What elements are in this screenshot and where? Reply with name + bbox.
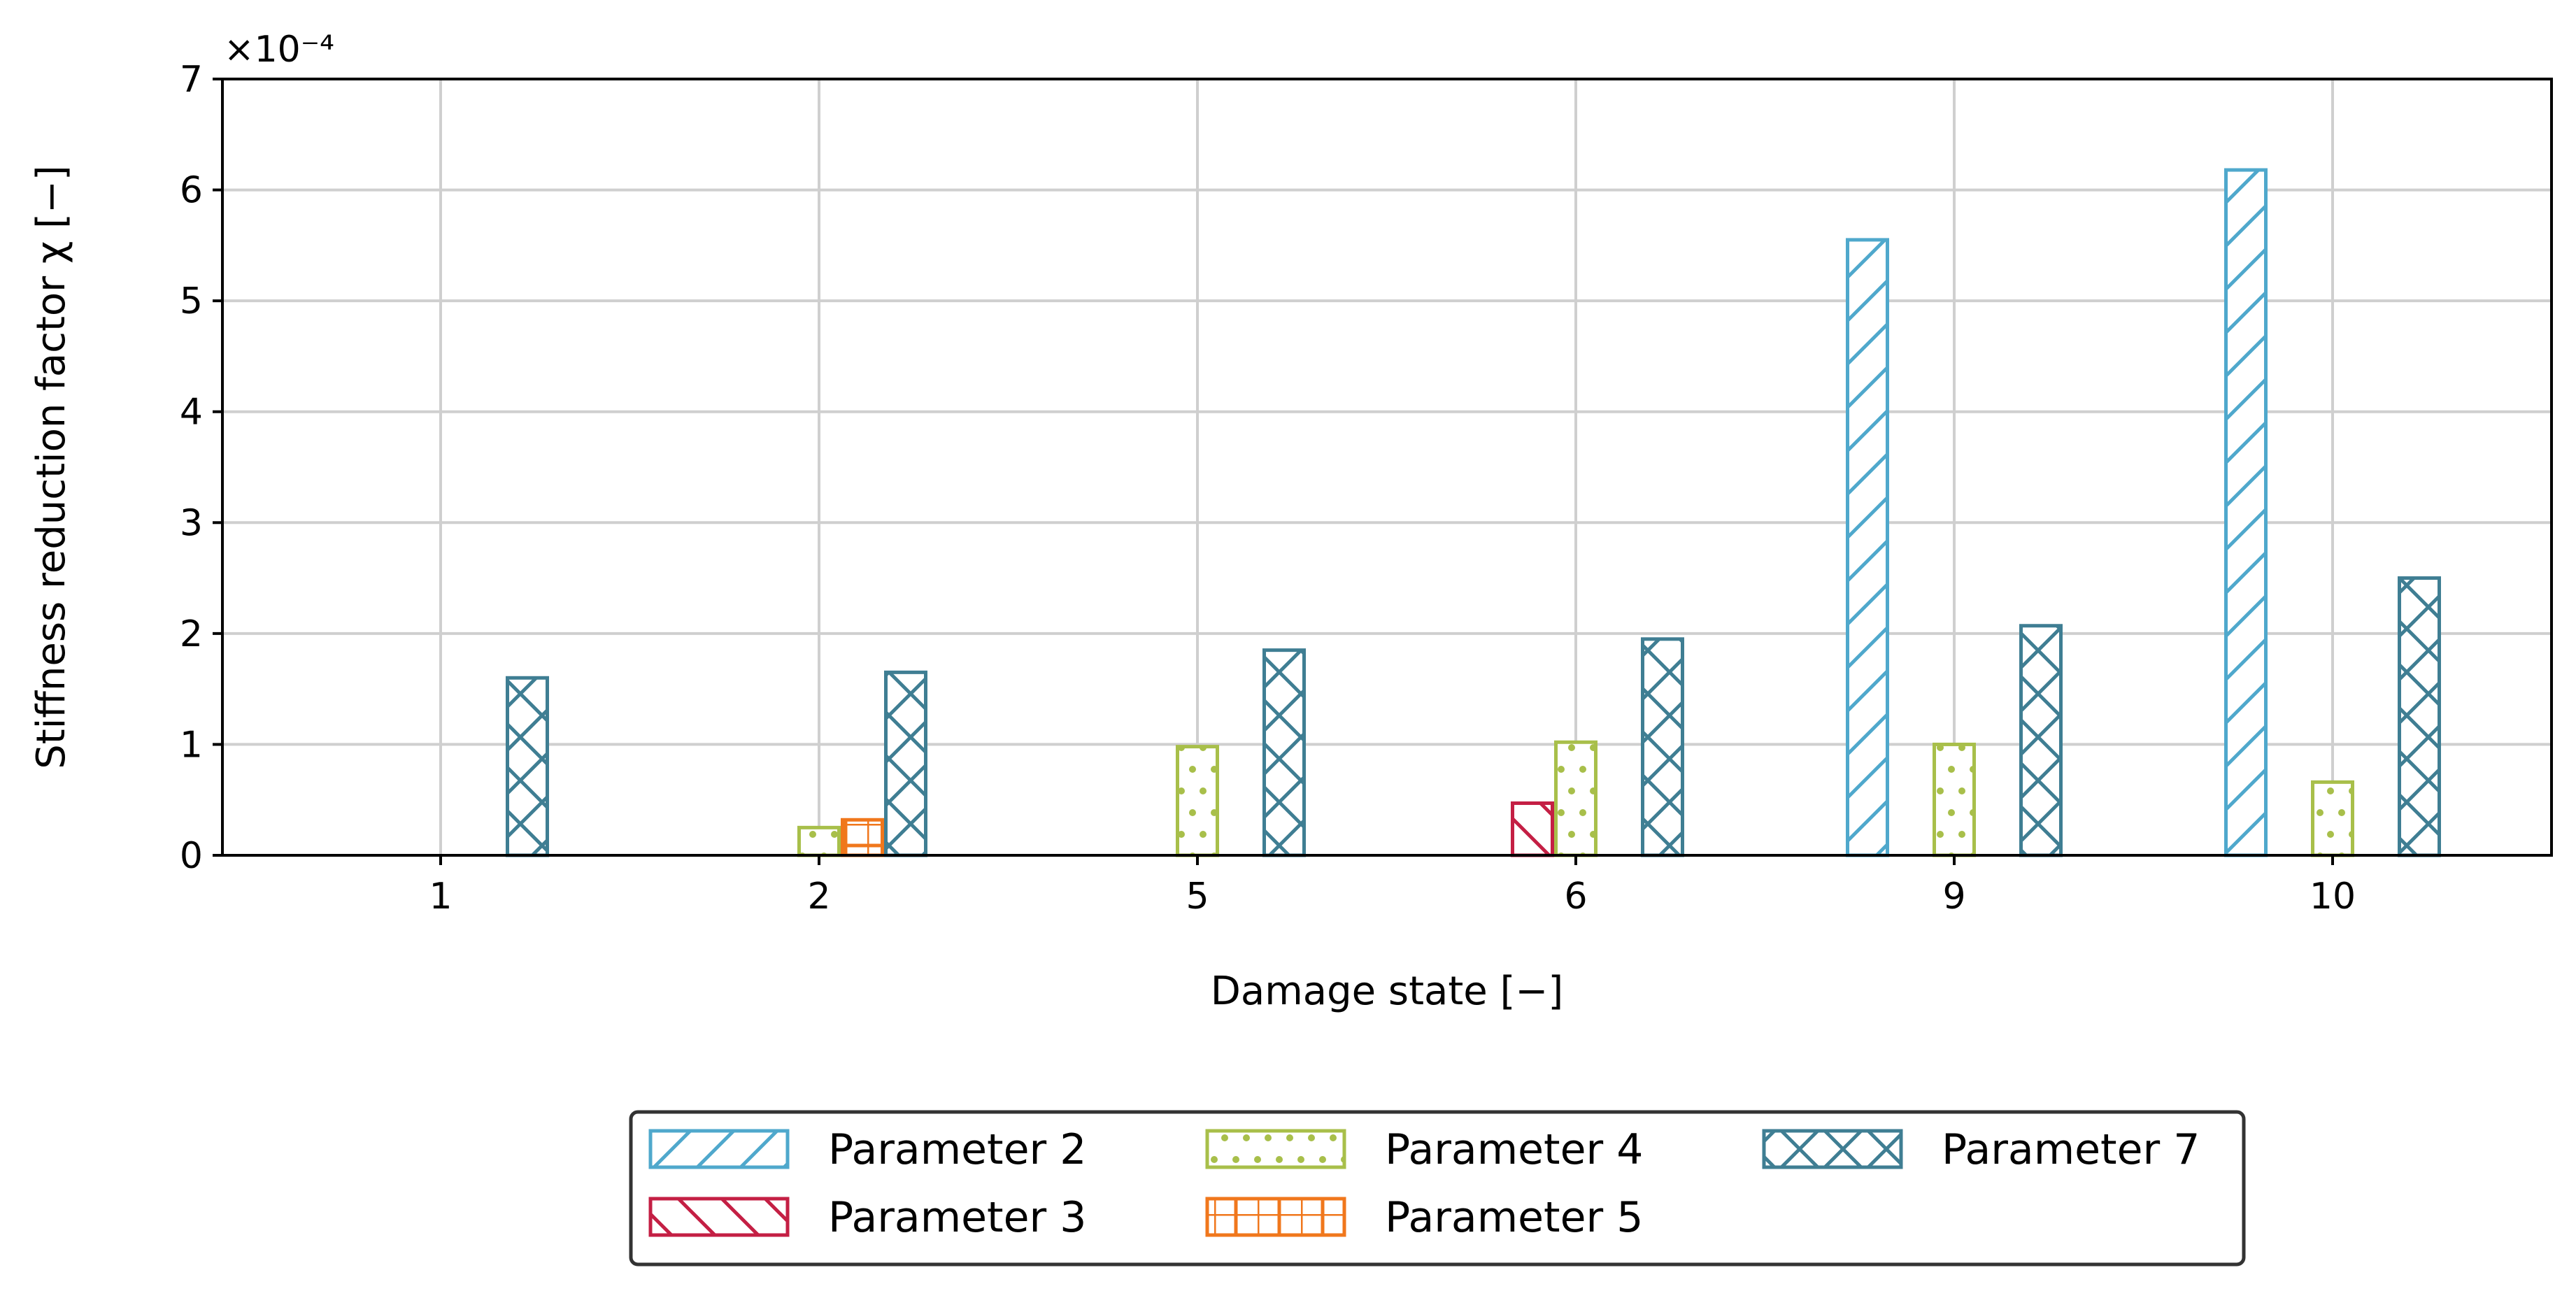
y-tick-label: 7	[180, 59, 203, 101]
bar-parameter-5-ds-2	[841, 818, 884, 857]
plot-frame	[221, 78, 2553, 857]
bar-parameter-4-ds-9	[1933, 742, 1976, 857]
y-tick-label: 5	[180, 280, 203, 322]
bar-parameter-4-ds-2	[797, 825, 841, 857]
bar-parameter-4-ds-6	[1554, 740, 1597, 857]
legend: Parameter 2 Parameter 3 Parameter 4 Paramet…	[629, 1110, 2246, 1267]
x-tick-label: 10	[2310, 876, 2356, 918]
bar-parameter-7-ds-10	[2398, 576, 2441, 857]
legend-label-parameter-5: Parameter 5	[1385, 1193, 1643, 1242]
bar-parameter-7-ds-9	[2019, 624, 2063, 857]
x-tick-label: 2	[807, 876, 830, 918]
bar-parameter-7-ds-6	[1641, 637, 1684, 857]
x-tick-label: 9	[1942, 876, 1965, 918]
grid	[222, 79, 2552, 855]
x-tick-label: 5	[1186, 876, 1209, 918]
legend-swatch-parameter-5	[1205, 1197, 1346, 1237]
legend-label-parameter-7: Parameter 7	[1942, 1125, 2200, 1174]
y-axis-label: Stiffness reduction factor χ [−]	[29, 165, 74, 769]
y-multiplier-label: ×10⁻⁴	[224, 29, 334, 71]
legend-swatch-parameter-3	[648, 1197, 790, 1237]
y-tick-label: 4	[180, 392, 203, 434]
y-tick-label: 3	[180, 502, 203, 544]
legend-swatch-parameter-2	[648, 1129, 790, 1169]
bar-parameter-7-ds-5	[1262, 648, 1306, 857]
y-tick-label: 2	[180, 613, 203, 655]
legend-label-parameter-2: Parameter 2	[828, 1125, 1086, 1174]
legend-label-parameter-3: Parameter 3	[828, 1193, 1086, 1242]
y-tick-label: 6	[180, 170, 203, 212]
legend-label-parameter-4: Parameter 4	[1385, 1125, 1643, 1174]
bar-parameter-3-ds-6	[1511, 801, 1554, 857]
bar-parameter-4-ds-10	[2311, 780, 2354, 857]
x-tick-label: 1	[429, 876, 452, 918]
legend-swatch-parameter-7	[1762, 1129, 1903, 1169]
bars	[506, 168, 2441, 857]
legend-swatch-parameter-4	[1205, 1129, 1346, 1169]
bar-parameter-4-ds-5	[1176, 745, 1219, 857]
bar-parameter-2-ds-10	[2224, 168, 2268, 857]
y-tick-label: 0	[180, 835, 203, 877]
ticks: 0 1 2 3 4 5 6 7 1 2 5 6 9 10	[180, 59, 2356, 918]
bar-parameter-7-ds-1	[506, 676, 549, 857]
bar-parameter-2-ds-9	[1846, 238, 1889, 857]
bar-parameter-7-ds-2	[884, 670, 927, 857]
y-tick-label: 1	[180, 724, 203, 766]
x-axis-label: Damage state [−]	[1211, 969, 1563, 1014]
x-tick-label: 6	[1564, 876, 1587, 918]
